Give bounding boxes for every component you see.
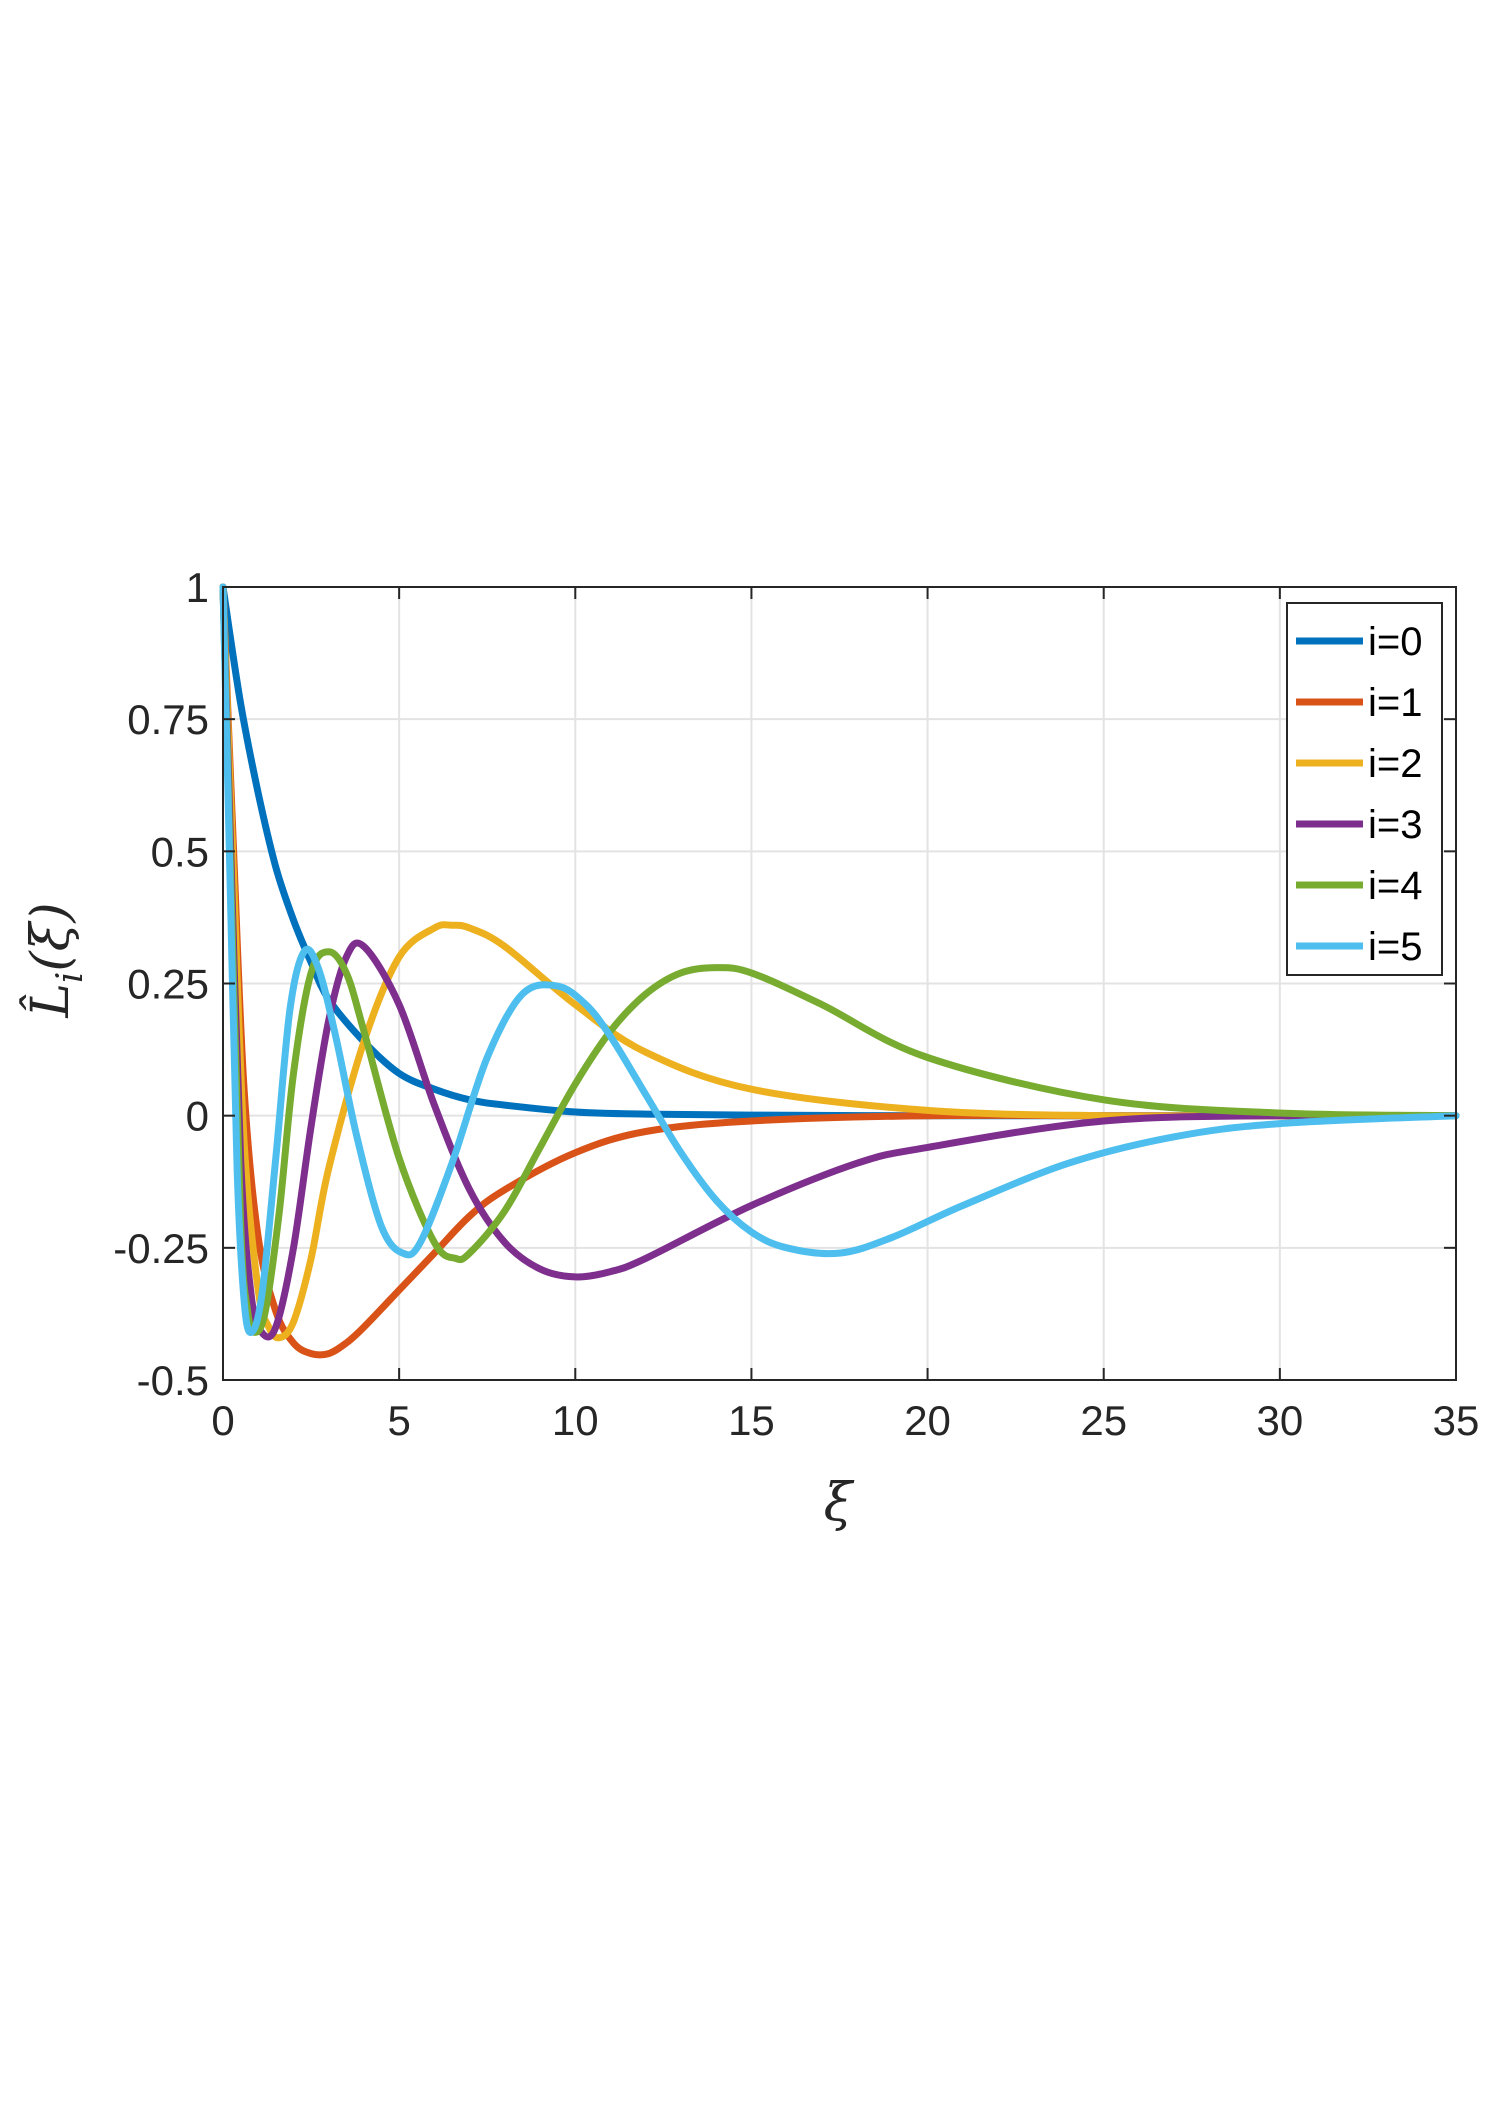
legend-label: i=1	[1368, 681, 1423, 725]
x-tick-label: 10	[552, 1397, 599, 1444]
legend-label: i=2	[1368, 742, 1423, 786]
y-tick-label: 0.25	[127, 961, 209, 1008]
x-tick-label: 5	[387, 1397, 410, 1444]
y-axis-label: L̂i(ξ)	[20, 902, 91, 1018]
legend: i=0 i=1 i=2 i=3 i=4 i=5	[1286, 602, 1443, 976]
y-tick-label: 0.75	[127, 696, 209, 743]
x-tick-label: 0	[211, 1397, 234, 1444]
series-layer	[219, 583, 1460, 1359]
y-tick-label: -0.25	[113, 1225, 209, 1272]
y-axis-ticks: 1 0.75 0.5 0.25 0 -0.25 -0.5	[113, 564, 1456, 1404]
x-tick-label: 20	[904, 1397, 951, 1444]
y-tick-label: 0	[186, 1093, 209, 1140]
legend-label: i=0	[1368, 620, 1423, 664]
x-tick-label: 35	[1433, 1397, 1480, 1444]
x-axis-ticks: 0 5 10 15 20 25 30 35	[211, 587, 1479, 1444]
x-tick-label: 15	[728, 1397, 775, 1444]
x-tick-label: 30	[1256, 1397, 1303, 1444]
legend-label: i=3	[1368, 803, 1423, 847]
series-line-i-5	[219, 583, 1460, 1336]
legend-label: i=4	[1368, 864, 1423, 908]
y-tick-label: -0.5	[137, 1357, 209, 1404]
legend-box	[1286, 602, 1443, 976]
x-tick-label: 25	[1080, 1397, 1127, 1444]
series-line-i-2	[219, 583, 1460, 1342]
y-tick-label: 0.5	[151, 828, 209, 875]
y-tick-label: 1	[186, 564, 209, 611]
series-line-i-3	[219, 583, 1460, 1341]
x-axis-label: ξ	[824, 1473, 855, 1533]
legend-label: i=5	[1368, 925, 1423, 969]
